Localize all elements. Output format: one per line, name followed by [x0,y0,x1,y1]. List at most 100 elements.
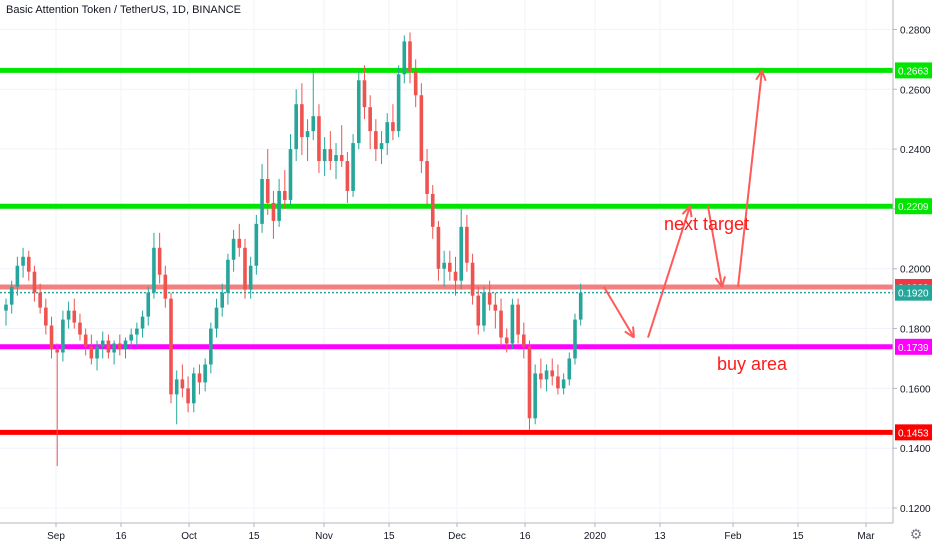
candle-body [413,71,418,96]
candle-body [499,310,503,338]
candle-body [231,238,236,260]
projection-segment [603,286,635,339]
candle-body [459,226,463,281]
candle-body [146,292,151,317]
price-label-box [895,62,932,79]
candle-body [561,379,566,389]
candle-body [425,161,429,194]
candle-body [510,304,515,344]
x-tick-label: 15 [792,531,804,542]
candle-body [243,247,247,290]
candle-body [322,149,327,162]
candle-body [362,80,367,108]
candle-body [328,149,333,162]
candle-body [317,116,321,162]
x-tick-label: Feb [724,531,742,542]
candle-body [209,328,213,365]
candle-body [356,80,361,144]
candle-body [66,310,71,320]
candle-body [578,292,583,320]
annotation-next-target: next target [664,214,749,234]
candle-body [419,95,424,162]
candle-body [214,307,219,329]
x-tick-label: Nov [315,531,333,542]
price-label-text: 0.1920 [898,289,929,300]
candle-body [157,247,162,275]
candle-body [197,373,202,383]
candle-body [487,292,492,305]
candle-body [283,190,287,200]
candle-body [271,202,276,221]
horizontal-lines [0,67,893,435]
candle-body [453,271,458,281]
candle-body [368,107,372,132]
y-tick-label: 0.1200 [900,504,931,515]
candle-body [379,143,384,150]
x-tick-label: 15 [383,531,395,542]
candle-body [550,370,555,377]
candle-body [334,155,338,162]
gear-icon[interactable]: ⚙ [909,526,923,542]
candle-body [123,340,128,350]
candle-body [220,292,225,308]
price-label-box [895,424,932,441]
price-label-box [895,198,932,215]
candle-body [516,304,520,335]
candle-body [539,373,543,380]
candle-body [374,131,378,150]
candle-body [180,379,185,389]
candle-body [38,292,42,308]
candle-body [106,340,111,353]
candle-body [118,343,122,350]
x-tick-label: 2020 [584,531,607,542]
arrow-head [761,70,767,82]
x-tick-label: 16 [519,531,531,542]
candle-body [95,346,99,359]
candle-body [448,262,452,272]
x-tick-label: Dec [448,531,466,542]
candle-body [100,340,105,347]
candle-body [339,155,344,162]
candle-body [260,178,264,224]
candle-body [44,307,48,326]
candle-body [430,193,435,227]
candle-body [140,316,145,329]
arrow-head [721,276,726,288]
candle-body [112,343,116,353]
x-axis[interactable]: Sep 16 Oct 15 Nov 15 Dec 16 2020 13 Feb 15 Mar [47,523,875,542]
candle-body [556,376,560,389]
arrow-head [624,330,635,339]
arrow-head [681,205,691,215]
candle-body [493,304,498,311]
candle-body [351,143,355,191]
chart-title: Basic Attention Token / TetherUS, 1D, BI… [6,4,241,16]
x-tick-label: Sep [47,531,65,542]
candle-body [129,334,133,341]
price-label-text: 0.1739 [898,343,929,354]
projection-segment [707,206,723,288]
candle-body [61,319,65,353]
projection-segment [647,205,691,338]
y-axis[interactable]: 0.28000.26000.24000.22000.20000.18000.16… [893,25,931,515]
candle-body [573,319,577,359]
candle-body [504,337,509,344]
arrow-head [632,326,635,338]
candle-body [135,328,139,335]
candle-body [191,373,196,404]
projection-segment [737,70,763,288]
y-tick-label: 0.1800 [900,325,931,336]
price-label-box [895,338,932,355]
candle-body [482,292,486,326]
candle-body [9,286,14,305]
candle-body [152,247,156,293]
candle-body [163,274,168,299]
projection-arrows [603,69,767,339]
candle-body [465,226,469,263]
candle-body [26,256,31,272]
x-tick-label: 15 [248,531,260,542]
candle-body [4,304,8,311]
candle-body [89,346,94,359]
candle-body [408,41,412,72]
